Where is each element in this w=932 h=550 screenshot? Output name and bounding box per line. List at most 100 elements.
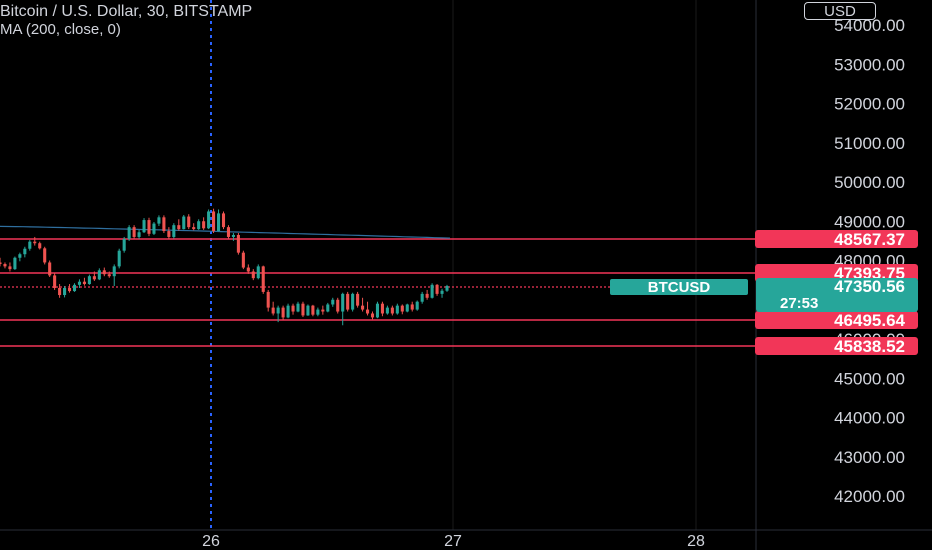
candle-body xyxy=(276,307,280,314)
moving-average-line xyxy=(0,225,451,239)
price-tick-label: 44000.00 xyxy=(834,409,905,428)
candle-body xyxy=(251,271,255,279)
candle-body xyxy=(266,291,270,308)
candle-body xyxy=(356,293,360,306)
candle-body xyxy=(321,309,325,312)
candle-body xyxy=(281,307,285,318)
candle-body xyxy=(122,238,126,251)
candle-body xyxy=(197,221,201,230)
candle-body xyxy=(202,221,206,229)
level-price-label-bg xyxy=(755,311,918,329)
candles xyxy=(0,208,449,326)
price-tick-label: 51000.00 xyxy=(834,134,905,153)
candle-body xyxy=(336,299,340,312)
candle-body xyxy=(157,217,161,224)
candle-body xyxy=(256,266,260,279)
candle-countdown: 27:53 xyxy=(780,295,818,312)
candle-body xyxy=(107,274,111,277)
candle-body xyxy=(137,232,141,237)
candle-body xyxy=(82,281,86,285)
level-price-label-bg xyxy=(755,264,918,282)
candle-body xyxy=(8,266,12,270)
candle-body xyxy=(430,284,434,298)
candle-body xyxy=(415,301,419,310)
candle-body xyxy=(87,276,91,285)
price-axis[interactable]: 54000.00 53000.00 52000.00 51000.00 50000.00… xyxy=(834,16,905,506)
time-tick-label: 27 xyxy=(444,533,462,550)
candle-body xyxy=(18,254,22,258)
price-tick-label: 53000.00 xyxy=(834,55,905,74)
price-tick-label: 54000.00 xyxy=(834,16,905,35)
candle-body xyxy=(405,304,409,312)
candle-body xyxy=(152,223,156,234)
level-price-label: 46495.64 xyxy=(834,311,905,330)
candle-body xyxy=(23,248,27,255)
level-price-label: 45838.52 xyxy=(834,337,905,356)
time-tick-label: 26 xyxy=(202,533,220,550)
candle-body xyxy=(425,293,429,298)
candle-body xyxy=(92,276,96,280)
candle-body xyxy=(38,243,42,249)
candle-body xyxy=(296,303,300,312)
candle-body xyxy=(33,241,37,244)
candle-body xyxy=(385,307,389,314)
candle-body xyxy=(102,270,106,275)
candle-body xyxy=(445,286,449,291)
symbol-price-tag xyxy=(610,279,748,295)
chart-grid xyxy=(452,0,697,530)
candle-body xyxy=(400,305,404,312)
candle-body xyxy=(271,307,275,314)
candle-body xyxy=(440,290,444,294)
candle-body xyxy=(67,287,72,292)
candle-body xyxy=(301,303,305,316)
level-price-label: 48567.37 xyxy=(834,230,905,249)
time-axis[interactable]: 26 27 28 xyxy=(202,533,705,550)
price-tick-label: 43000.00 xyxy=(834,448,905,467)
price-tick-label: 52000.00 xyxy=(834,95,905,114)
candle-body xyxy=(43,248,47,263)
price-tick-label: 45000.00 xyxy=(834,369,905,388)
indicator-legend[interactable]: MA (200, close, 0) xyxy=(0,21,121,38)
candle-body xyxy=(48,262,52,276)
currency-button[interactable]: USD xyxy=(804,2,876,20)
candle-body xyxy=(221,213,226,228)
candle-body xyxy=(216,213,221,232)
candle-body xyxy=(132,227,136,237)
candle-body xyxy=(346,293,350,310)
candle-body xyxy=(390,307,394,314)
candle-body xyxy=(147,220,151,234)
candle-body xyxy=(241,252,245,268)
price-tick-label: 42000.00 xyxy=(834,487,905,506)
candle-body xyxy=(77,281,82,285)
candle-body xyxy=(370,313,375,318)
candle-body xyxy=(162,217,166,232)
candle-body xyxy=(311,305,315,315)
price-tick-label: 49000.00 xyxy=(834,212,905,231)
candle-body xyxy=(365,309,370,314)
candle-body xyxy=(375,303,380,318)
candle-body xyxy=(261,266,265,292)
candle-body xyxy=(231,234,235,237)
current-price-value: 47350.56 xyxy=(834,277,905,296)
candle-body xyxy=(172,225,176,237)
candle-body xyxy=(361,305,365,310)
candle-body xyxy=(58,287,62,296)
candle-body xyxy=(286,305,290,318)
candle-body xyxy=(351,293,355,310)
candle-body xyxy=(112,266,116,277)
horizontal-levels[interactable] xyxy=(0,238,756,347)
candle-body xyxy=(63,287,67,296)
candle-body xyxy=(97,270,101,280)
price-tick-label: 50000.00 xyxy=(834,173,905,192)
candle-body xyxy=(117,250,121,267)
candle-body xyxy=(291,305,295,312)
candle-body xyxy=(212,211,216,232)
candle-body xyxy=(182,216,186,230)
time-tick-label: 28 xyxy=(687,533,705,550)
candle-body xyxy=(177,225,181,230)
candle-body xyxy=(410,304,414,310)
symbol-title[interactable]: Bitcoin / U.S. Dollar, 30, BITSTAMP xyxy=(0,3,253,20)
candle-body xyxy=(380,303,384,314)
